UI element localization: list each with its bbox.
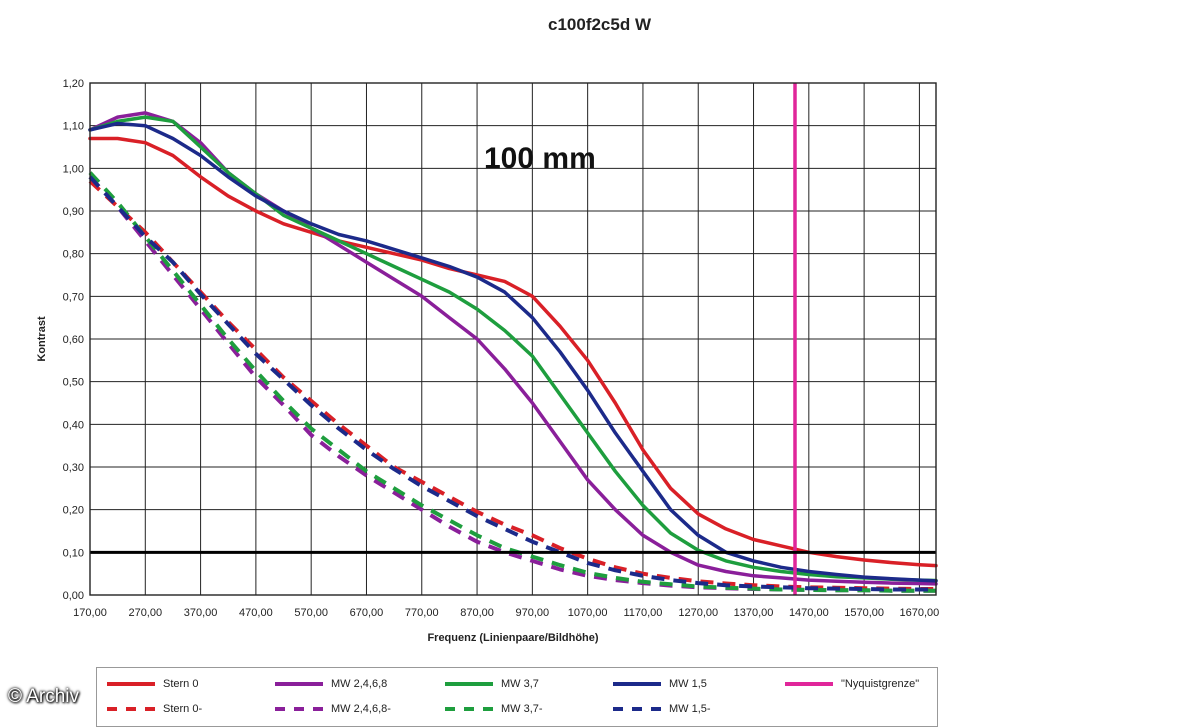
x-tick-label: 1570,00 [844, 607, 884, 619]
x-tick-label: 170,00 [73, 607, 107, 619]
x-tick-label: 1370,00 [734, 607, 774, 619]
x-tick-label: 1070,00 [568, 607, 608, 619]
legend-swatch [613, 682, 661, 686]
y-tick-label: 0,40 [63, 419, 84, 431]
legend: Stern 0 MW 2,4,6,8 MW 3,7 MW 1,5 "Nyquistgre… [96, 667, 938, 727]
legend-swatch [107, 707, 155, 711]
legend-item: MW 3,7 [445, 674, 539, 694]
legend-item: MW 1,5 [613, 674, 707, 694]
line-chart: 170,00 270,00 370,00 470,00 570,00 670,00 770,… [36, 78, 939, 644]
focal-length-annotation: 100 mm [484, 142, 596, 175]
x-tick-label: 270,00 [128, 607, 162, 619]
legend-swatch [275, 707, 323, 711]
series-line-mw-1-5 [88, 121, 938, 583]
legend-item: Stern 0 [107, 674, 198, 694]
y-axis-label: Kontrast [36, 316, 48, 362]
series-line-mw-1-5-dashed [88, 175, 936, 592]
y-tick-labels: 0,00 0,10 0,20 0,30 0,40 0,50 0,60 0,70 0,80 0,90… [63, 78, 84, 602]
y-tick-label: 0,30 [63, 462, 84, 474]
x-tick-label: 970,00 [516, 607, 550, 619]
x-tick-label: 1170,00 [623, 607, 662, 619]
legend-item: "Nyquistgrenze" [785, 674, 919, 694]
legend-label: MW 2,4,6,8- [331, 703, 391, 715]
legend-label: MW 3,7 [501, 678, 539, 690]
legend-swatch [613, 707, 661, 711]
legend-item: MW 2,4,6,8- [275, 699, 391, 719]
legend-label: Stern 0 [163, 678, 199, 690]
legend-label: "Nyquistgrenze" [841, 678, 920, 690]
y-tick-label: 1,20 [63, 78, 84, 90]
legend-label: MW 1,5 [669, 678, 707, 690]
legend-swatch [785, 682, 833, 686]
y-tick-label: 0,60 [63, 334, 84, 346]
series-group [88, 83, 938, 595]
x-tick-label: 1670,00 [900, 607, 940, 619]
legend-item: MW 3,7- [445, 699, 543, 719]
x-axis-label: Frequenz (Linienpaare/Bildhöhe) [427, 632, 598, 644]
legend-item: MW 1,5- [613, 699, 711, 719]
x-tick-label: 1270,00 [678, 607, 718, 619]
y-tick-label: 0,50 [63, 377, 84, 389]
y-tick-label: 0,00 [63, 590, 84, 602]
y-tick-label: 0,80 [63, 249, 84, 261]
legend-label: MW 3,7- [501, 703, 543, 715]
y-tick-label: 0,90 [63, 206, 84, 218]
legend-swatch [275, 682, 323, 686]
y-tick-label: 1,00 [63, 163, 84, 175]
chart-title: c100f2c5d W [548, 15, 651, 34]
x-tick-labels: 170,00 270,00 370,00 470,00 570,00 670,00 770,… [73, 607, 939, 619]
x-tick-label: 770,00 [405, 607, 439, 619]
legend-swatch [107, 682, 155, 686]
legend-swatch [445, 682, 493, 686]
legend-label: MW 1,5- [669, 703, 711, 715]
legend-item: Stern 0- [107, 699, 202, 719]
x-tick-label: 570,00 [294, 607, 328, 619]
x-tick-label: 670,00 [350, 607, 384, 619]
legend-swatch [445, 707, 493, 711]
x-tick-label: 870,00 [460, 607, 494, 619]
legend-item: MW 2,4,6,8 [275, 674, 387, 694]
watermark: © Archiv [8, 686, 80, 707]
legend-label: MW 2,4,6,8 [331, 678, 388, 690]
series-line-mw-3-7 [88, 115, 938, 583]
y-tick-label: 1,10 [63, 121, 84, 133]
y-tick-label: 0,10 [63, 547, 84, 559]
x-tick-label: 370,00 [184, 607, 218, 619]
y-tick-label: 0,70 [63, 291, 84, 303]
x-tick-label: 1470,00 [789, 607, 829, 619]
plot-frame [89, 82, 937, 596]
y-tick-label: 0,20 [63, 505, 84, 517]
x-tick-label: 470,00 [239, 607, 273, 619]
legend-label: Stern 0- [163, 703, 203, 715]
